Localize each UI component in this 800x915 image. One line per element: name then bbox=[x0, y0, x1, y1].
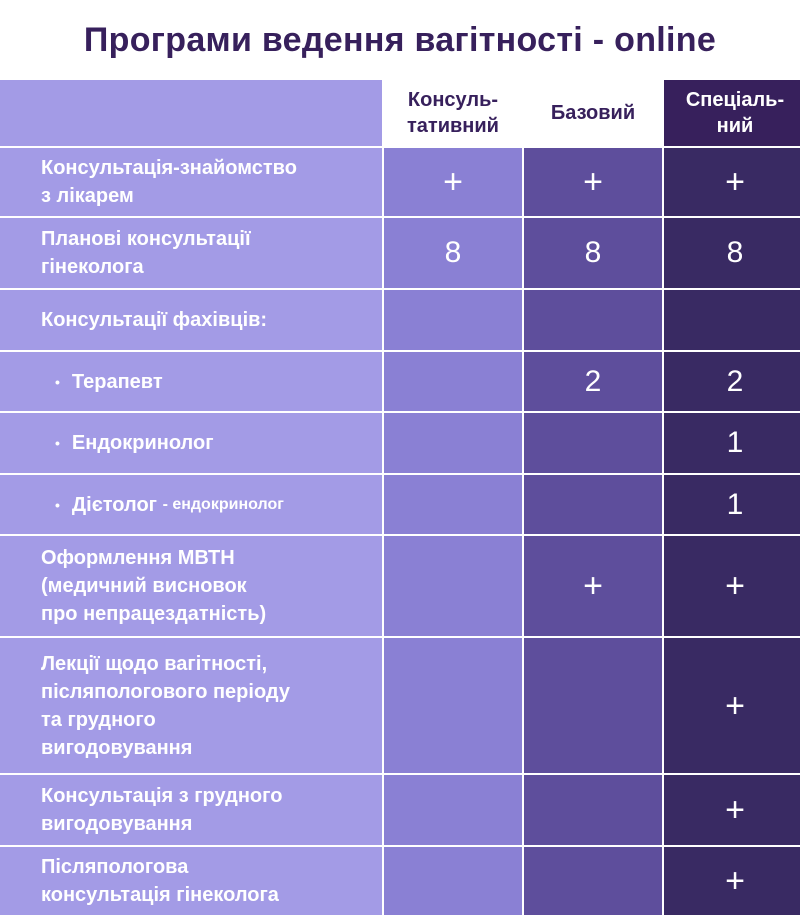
row-value bbox=[524, 638, 662, 773]
plus-icon: + bbox=[725, 163, 745, 201]
row-label-small: - ендокринолог bbox=[162, 495, 284, 513]
row-value bbox=[664, 290, 800, 350]
row-value bbox=[384, 413, 522, 473]
row-label-sub: • Дієтолог - ендокринолог bbox=[0, 475, 382, 534]
row-value: + bbox=[524, 536, 662, 636]
row-value bbox=[524, 775, 662, 845]
bullet-icon: • bbox=[55, 435, 60, 451]
row-value bbox=[384, 290, 522, 350]
page-title: Програми ведення вагітності - online bbox=[83, 20, 717, 59]
row-label: Консультації фахівців: bbox=[0, 290, 382, 350]
row-value: + bbox=[524, 148, 662, 216]
row-value bbox=[384, 475, 522, 534]
row-value bbox=[384, 847, 522, 915]
plus-icon: + bbox=[583, 163, 603, 201]
row-value: + bbox=[384, 148, 522, 216]
row-label: Консультація-знайомство з лікарем bbox=[0, 148, 382, 216]
plus-icon: + bbox=[583, 567, 603, 605]
row-value bbox=[524, 413, 662, 473]
plus-icon: + bbox=[725, 862, 745, 900]
row-label: Планові консультації гінеколога bbox=[0, 218, 382, 288]
row-value: 1 bbox=[664, 475, 800, 534]
row-value: 8 bbox=[384, 218, 522, 288]
header-special: Спеціаль- ний bbox=[664, 80, 800, 146]
header-consultative: Консуль- тативний bbox=[384, 80, 522, 146]
row-value bbox=[384, 638, 522, 773]
row-value bbox=[384, 775, 522, 845]
header-empty-cell bbox=[0, 80, 382, 146]
row-label-sub: • Терапевт bbox=[0, 352, 382, 411]
row-value: 2 bbox=[524, 352, 662, 411]
row-value: + bbox=[664, 775, 800, 845]
row-value: 8 bbox=[664, 218, 800, 288]
row-value: 8 bbox=[524, 218, 662, 288]
row-label-sub: • Ендокринолог bbox=[0, 413, 382, 473]
row-value bbox=[384, 536, 522, 636]
row-value bbox=[524, 847, 662, 915]
plus-icon: + bbox=[725, 567, 745, 605]
row-label: Післяпологова консультація гінеколога bbox=[0, 847, 382, 915]
row-value: + bbox=[664, 847, 800, 915]
row-label: Консультація з грудного вигодовування bbox=[0, 775, 382, 845]
bullet-icon: • bbox=[55, 373, 60, 390]
row-value: 2 bbox=[664, 352, 800, 411]
plus-icon: + bbox=[443, 163, 463, 201]
row-value bbox=[524, 290, 662, 350]
row-label: Лекції щодо вагітності, післяпологового … bbox=[0, 638, 382, 773]
row-value: + bbox=[664, 536, 800, 636]
row-value: + bbox=[664, 638, 800, 773]
plus-icon: + bbox=[725, 791, 745, 829]
programs-table: Консуль- тативний Базовий Спеціаль- ний … bbox=[0, 80, 800, 915]
row-label: Оформлення МВТН (медичний висновок про н… bbox=[0, 536, 382, 636]
row-value bbox=[524, 475, 662, 534]
plus-icon: + bbox=[725, 686, 745, 725]
row-value: + bbox=[664, 148, 800, 216]
row-value: 1 bbox=[664, 413, 800, 473]
header-basic: Базовий bbox=[524, 80, 662, 146]
bullet-icon: • bbox=[55, 496, 60, 513]
row-value bbox=[384, 352, 522, 411]
